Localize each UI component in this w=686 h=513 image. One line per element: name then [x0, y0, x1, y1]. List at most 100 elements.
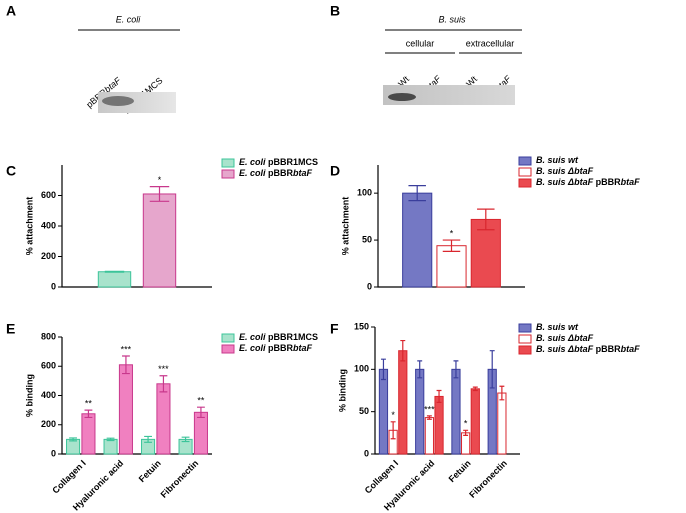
y-tick-label: 100: [357, 188, 372, 198]
significance-mark: **: [197, 396, 205, 406]
blot-header: E. coli: [116, 14, 142, 24]
legend-label: B. suis ΔbtaF: [536, 166, 594, 176]
legend-label: B. suis wt: [536, 322, 579, 332]
error-bar: [380, 358, 386, 381]
panel-letter: A: [6, 3, 16, 19]
x-tick-label: Fibronectin: [159, 458, 201, 500]
legend-swatch: [221, 158, 235, 168]
y-axis-label: % attachment: [340, 197, 350, 256]
error-bar: [477, 208, 495, 231]
y-axis-label: % binding: [337, 369, 347, 412]
legend-swatch: [518, 323, 532, 333]
error-bar: [499, 385, 505, 401]
error-bar: [104, 270, 125, 273]
y-tick-label: 600: [41, 361, 56, 371]
significance-mark: **: [85, 399, 93, 409]
y-tick-label: 0: [364, 448, 369, 458]
error-bar: [463, 429, 469, 436]
error-bar: [144, 435, 152, 443]
y-tick-label: 600: [41, 190, 56, 200]
y-tick-label: 200: [41, 419, 56, 429]
y-tick-label: 400: [41, 220, 56, 230]
bar: [470, 388, 480, 455]
panel-letter: C: [6, 163, 16, 179]
error-bar: [417, 360, 423, 379]
x-tick-label: Collagen I: [363, 458, 400, 495]
bar: [118, 364, 133, 455]
bar: [434, 395, 444, 455]
bar: [402, 192, 433, 288]
blot-image: [383, 85, 515, 105]
bar: [142, 193, 177, 288]
panel-letter: B: [330, 3, 340, 19]
panel-letter: E: [6, 321, 15, 337]
significance-mark: *: [158, 175, 162, 185]
y-tick-label: 0: [51, 448, 56, 458]
error-bar: [197, 406, 205, 419]
error-bar: [390, 421, 396, 440]
significance-mark: *: [450, 228, 454, 238]
legend-label: E. coli pBBRbtaF: [239, 343, 313, 353]
error-bar: [436, 389, 442, 403]
bar: [461, 432, 471, 455]
x-tick-label: Fetuin: [447, 458, 473, 484]
legend-label: E. coli pBBR1MCS: [239, 157, 318, 167]
legend-label: E. coli pBBRbtaF: [239, 168, 313, 178]
significance-mark: *: [391, 410, 395, 420]
legend-swatch: [518, 345, 532, 355]
error-bar: [159, 375, 168, 393]
legend-label: B. suis ΔbtaF pBBRbtaF: [536, 177, 640, 187]
error-bar: [122, 355, 130, 375]
bar: [424, 417, 434, 455]
error-bar: [106, 437, 115, 442]
blot-header: B. suis: [438, 14, 466, 24]
error-bar: [472, 386, 478, 392]
bar: [415, 368, 425, 455]
error-bar: [181, 436, 190, 443]
legend-swatch: [221, 169, 235, 179]
y-axis-label: % binding: [24, 374, 34, 417]
significance-mark: *: [464, 419, 468, 429]
error-bar: [84, 409, 93, 419]
significance-mark: ***: [121, 344, 132, 354]
panel-letter: D: [330, 163, 340, 179]
bar: [193, 411, 208, 455]
legend-swatch: [518, 178, 532, 188]
group-label: cellular: [406, 38, 435, 48]
y-tick-label: 200: [41, 251, 56, 261]
legend-swatch: [221, 333, 235, 343]
legend-swatch: [518, 334, 532, 344]
blot-band: [102, 96, 134, 106]
x-tick-label: Fetuin: [137, 458, 163, 484]
bar: [156, 383, 171, 455]
x-tick-label: Collagen I: [50, 458, 87, 495]
bar: [81, 413, 96, 455]
panel-letter: F: [330, 321, 339, 337]
significance-mark: ***: [424, 404, 435, 414]
bar: [66, 438, 81, 455]
bar: [398, 350, 408, 455]
legend-label: B. suis wt: [536, 155, 579, 165]
bar: [97, 271, 132, 288]
error-bar: [149, 186, 170, 202]
legend-swatch: [221, 344, 235, 354]
y-tick-label: 100: [354, 364, 369, 374]
y-tick-label: 0: [51, 281, 56, 291]
error-bar: [453, 360, 459, 379]
error-bar: [442, 239, 461, 252]
error-bar: [69, 437, 77, 442]
bar: [451, 368, 461, 455]
legend-label: E. coli pBBR1MCS: [239, 332, 318, 342]
group-label: extracellular: [466, 38, 515, 48]
error-bar: [408, 185, 426, 202]
y-tick-label: 800: [41, 331, 56, 341]
significance-mark: ***: [158, 364, 169, 374]
error-bar: [426, 415, 432, 420]
legend-label: B. suis ΔbtaF: [536, 333, 594, 343]
axis-line: [61, 165, 212, 288]
bar: [470, 218, 501, 288]
x-tick-label: Fibronectin: [467, 458, 509, 500]
y-tick-label: 50: [362, 234, 372, 244]
blot-band: [388, 93, 416, 101]
y-axis-label: % attachment: [24, 197, 34, 256]
